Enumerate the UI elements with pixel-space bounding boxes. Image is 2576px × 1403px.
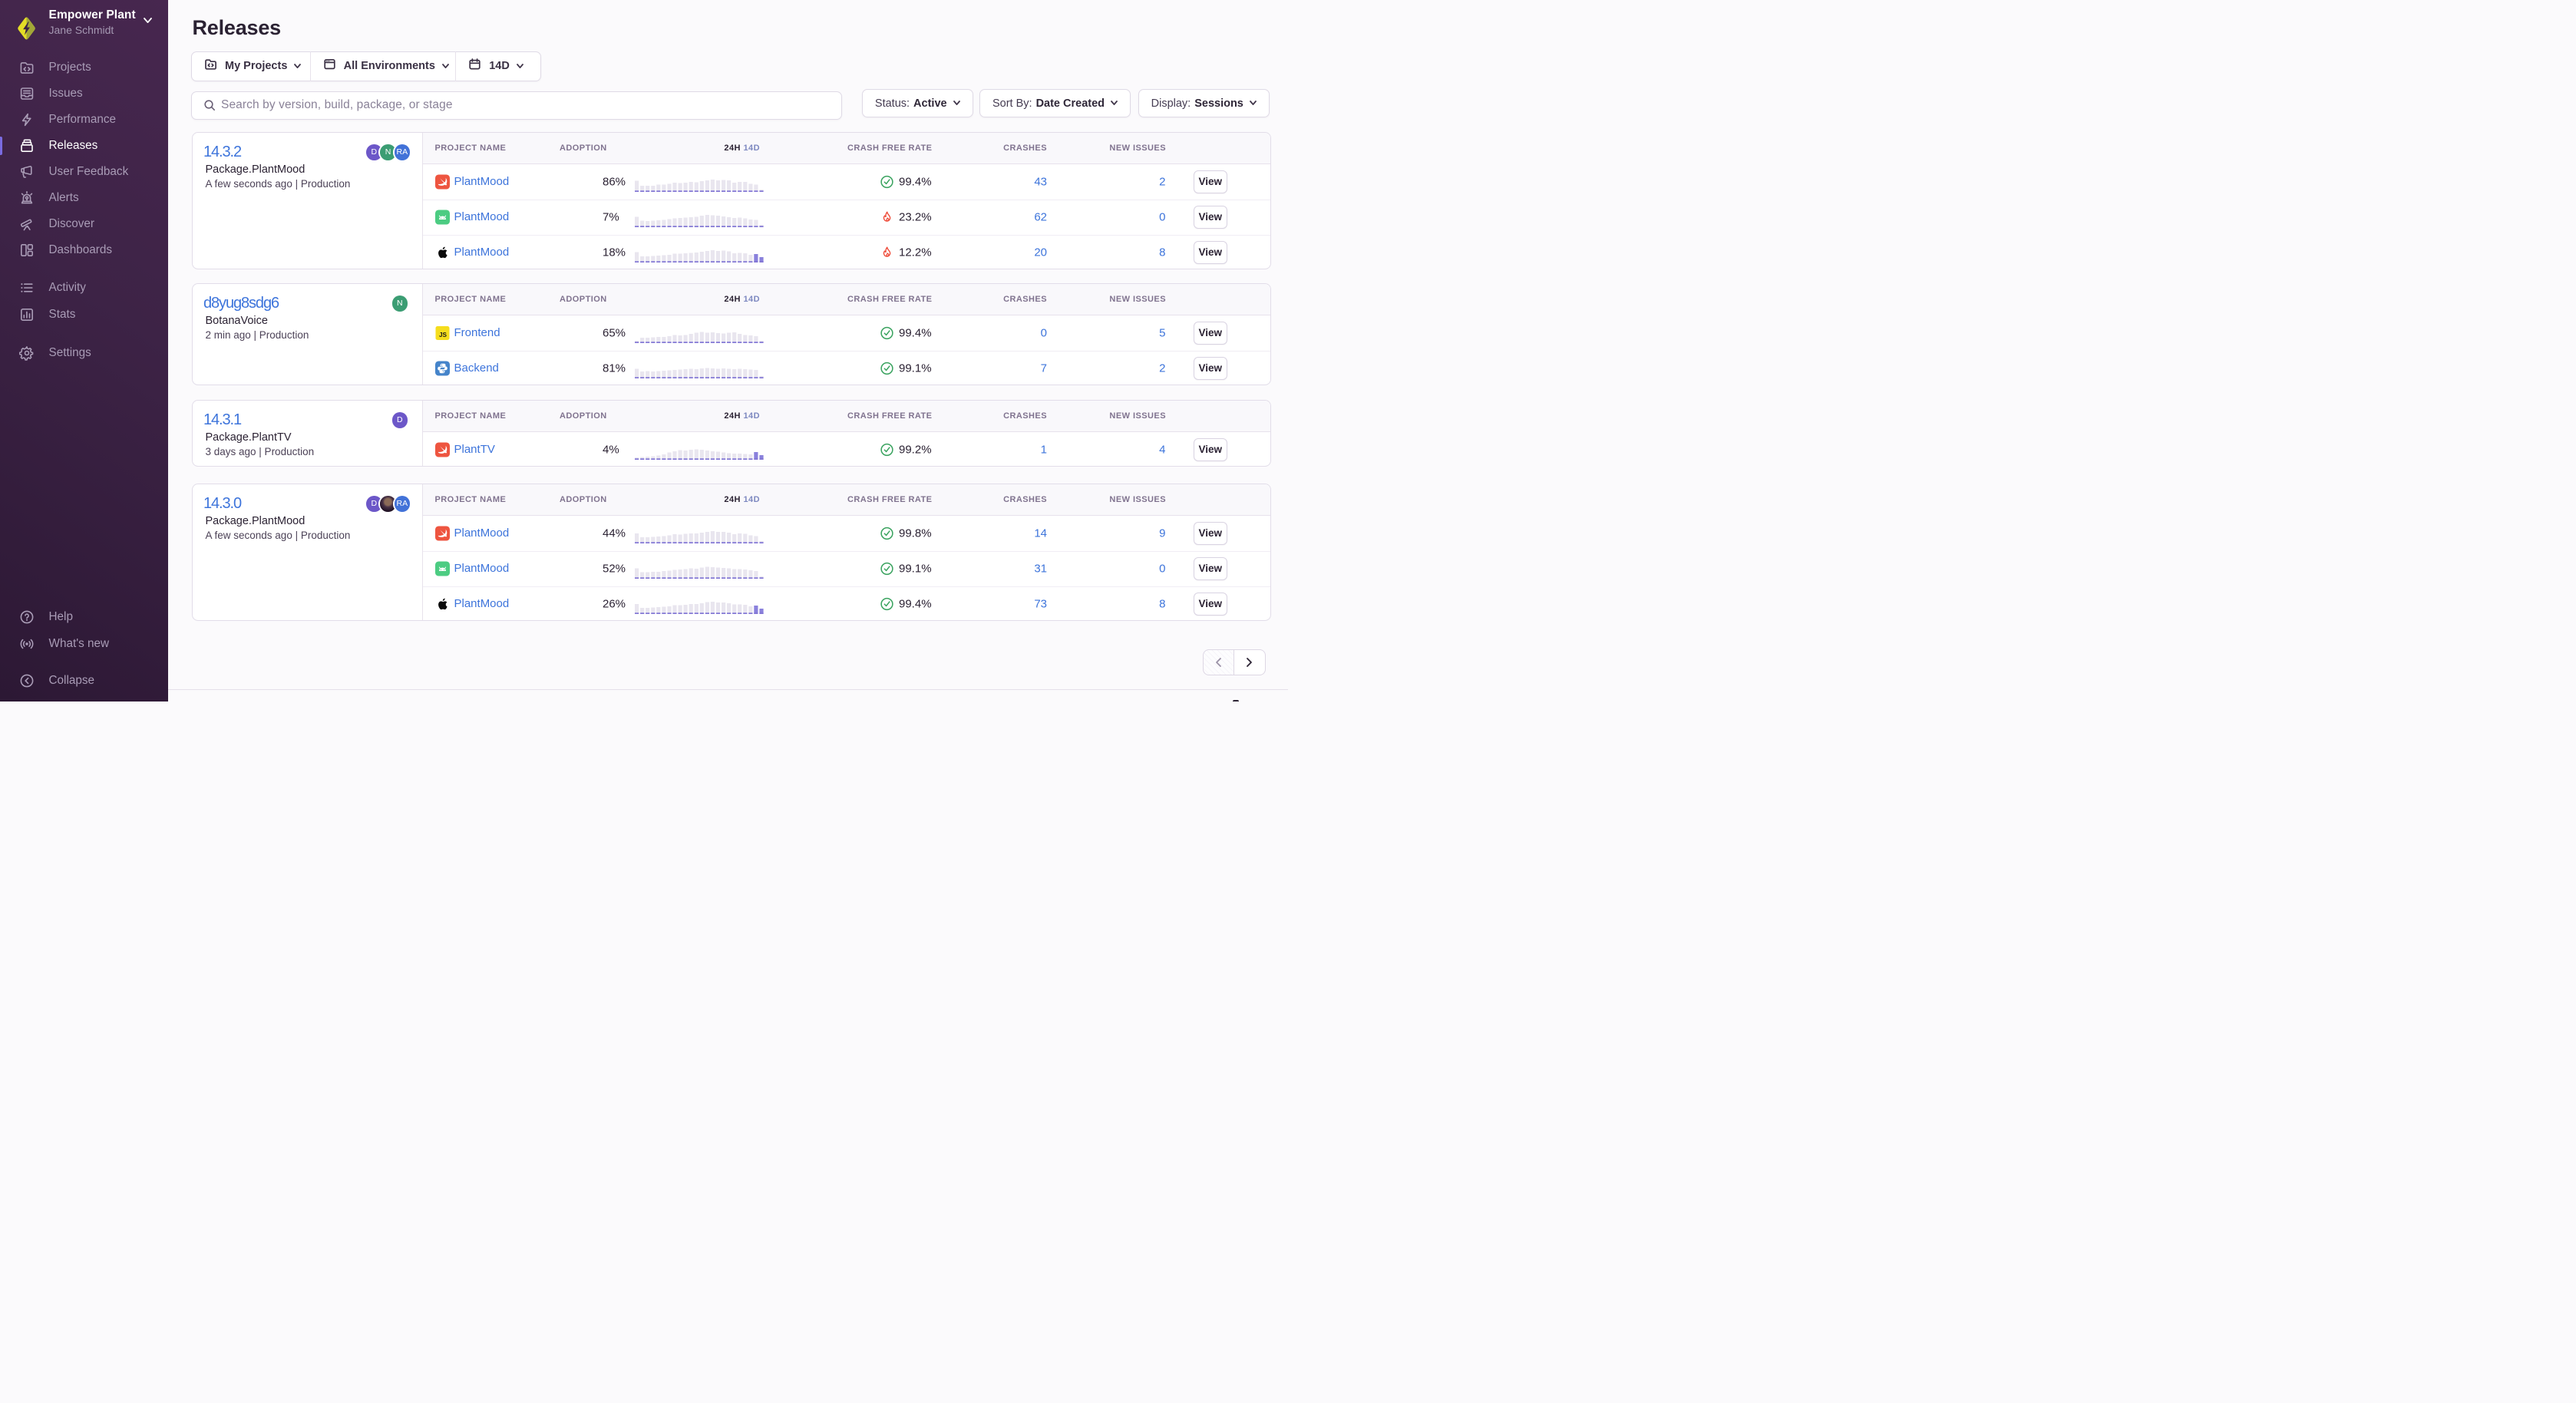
svg-text:JS: JS <box>439 332 447 338</box>
